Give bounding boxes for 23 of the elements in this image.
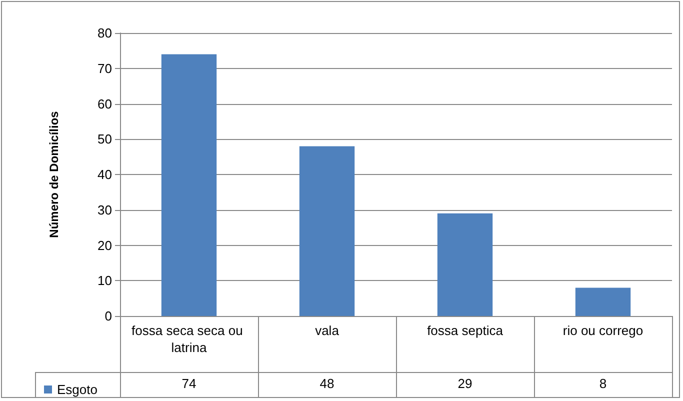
bar xyxy=(437,213,493,316)
y-tick-label: 30 xyxy=(98,202,112,218)
y-tick-label: 40 xyxy=(98,167,112,182)
y-tick-label: 10 xyxy=(98,273,112,288)
legend-label: Esgoto xyxy=(57,382,98,397)
y-tick-label: 20 xyxy=(98,238,112,253)
data-label: 29 xyxy=(456,375,474,393)
y-axis-title: Número de Domicílios xyxy=(47,110,61,238)
x-tick-label: rio ou corrego xyxy=(562,323,644,338)
y-tick-label: 0 xyxy=(104,308,112,324)
data-label: 74 xyxy=(180,375,198,393)
x-tick-label: fossa seca seca ou latrina xyxy=(132,323,246,355)
x-tick-label: fossa septica xyxy=(427,323,504,338)
bar xyxy=(299,146,355,316)
x-tick-label: vala xyxy=(315,323,340,338)
bar xyxy=(575,288,631,316)
data-label: 8 xyxy=(598,375,608,393)
data-label: 48 xyxy=(318,375,336,393)
y-tick-label: 70 xyxy=(98,60,112,76)
bar xyxy=(161,54,217,316)
y-tick-label: 80 xyxy=(98,26,112,40)
y-tick-label: 50 xyxy=(98,132,112,147)
y-tick-label: 60 xyxy=(98,96,112,112)
